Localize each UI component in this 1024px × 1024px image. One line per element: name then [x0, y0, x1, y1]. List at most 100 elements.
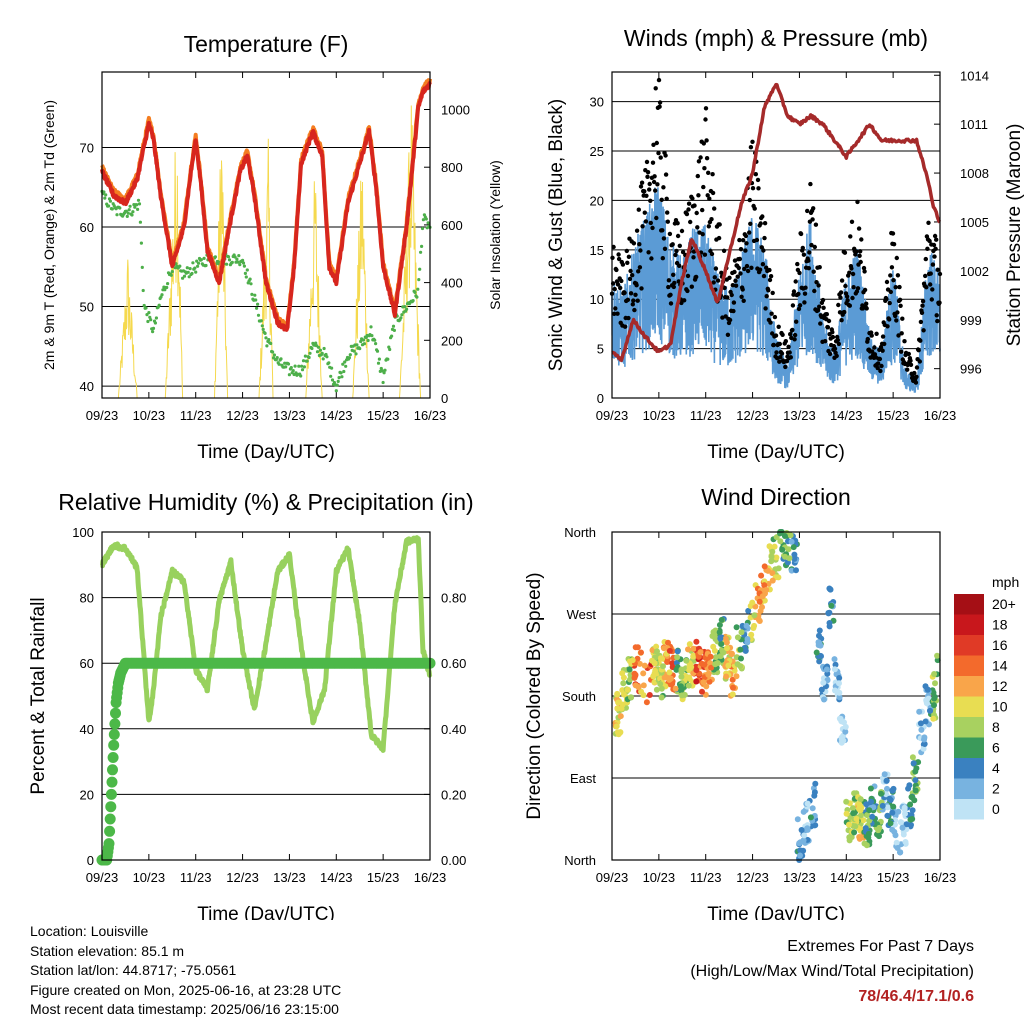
- gust-point: [917, 359, 922, 364]
- gust-point: [733, 283, 739, 288]
- gust-point: [643, 219, 649, 224]
- gust-point: [651, 179, 657, 185]
- gust-point: [815, 308, 821, 313]
- direction-point: [708, 664, 715, 671]
- gust-point: [612, 311, 617, 316]
- direction-point: [909, 807, 916, 814]
- direction-point: [734, 634, 741, 641]
- gust-point: [703, 106, 709, 111]
- direction-point: [626, 666, 633, 673]
- x-tick-label: 12/23: [226, 870, 259, 885]
- direction-point: [673, 666, 680, 673]
- gust-point: [811, 269, 816, 274]
- direction-point: [856, 834, 863, 840]
- gust-point: [633, 292, 638, 297]
- dewpoint-point: [135, 203, 139, 207]
- wind-series-line: [611, 187, 941, 393]
- direction-point: [614, 705, 621, 712]
- y2-tick-label: 1014: [960, 68, 989, 83]
- gust-point: [630, 273, 635, 278]
- gust-point: [690, 196, 695, 201]
- direction-point: [638, 649, 644, 656]
- dewpoint-point: [420, 244, 424, 248]
- direction-point: [705, 671, 712, 678]
- gust-point: [914, 374, 919, 379]
- gust-point: [813, 222, 819, 227]
- direction-point: [703, 683, 710, 690]
- gust-point: [927, 238, 932, 244]
- dewpoint-point: [383, 368, 387, 372]
- dewpoint-point: [352, 349, 356, 353]
- gust-point: [704, 156, 710, 161]
- colorbar-label: 20+: [992, 596, 1016, 612]
- x-tick-label: 09/23: [596, 408, 629, 423]
- dewpoint-point: [250, 292, 254, 296]
- direction-point: [910, 760, 917, 767]
- dewpoint-point: [391, 324, 396, 328]
- direction-point: [797, 847, 804, 854]
- gust-point: [665, 219, 670, 224]
- y2-tick-label: 1000: [441, 103, 470, 118]
- gust-point: [791, 289, 797, 294]
- gust-point: [821, 305, 826, 310]
- direction-point: [666, 676, 673, 683]
- gust-point: [790, 303, 796, 308]
- chart-panel-2: Winds (mph) & Pressure (mb) Time (Day/UTC…: [546, 25, 1024, 463]
- gust-point: [796, 291, 801, 297]
- colorbar-swatch: [954, 737, 984, 758]
- gust-point: [635, 298, 640, 303]
- x-tick-label: 11/23: [180, 870, 212, 885]
- direction-point: [674, 654, 681, 661]
- gust-point: [760, 214, 765, 219]
- gust-point: [895, 310, 900, 315]
- gust-point: [659, 197, 664, 202]
- dewpoint-point: [386, 357, 390, 361]
- gust-point: [884, 297, 889, 302]
- gust-point: [727, 275, 732, 280]
- direction-point: [793, 567, 799, 574]
- gust-point: [824, 312, 829, 317]
- gust-point: [832, 346, 838, 351]
- gust-point: [796, 306, 802, 312]
- y-tick-label: 100: [72, 525, 94, 540]
- y-tick-label: 20: [590, 193, 604, 208]
- direction-point: [881, 771, 888, 778]
- gust-point: [920, 299, 926, 304]
- extremes-subtitle: (High/Low/Max Wind/Total Precipitation): [690, 963, 974, 980]
- gust-point: [694, 210, 699, 216]
- gust-point: [677, 263, 682, 268]
- gust-point: [634, 228, 640, 233]
- gust-point: [890, 231, 896, 236]
- x-tick-label: 11/23: [180, 408, 212, 423]
- dewpoint-point: [373, 338, 377, 342]
- x-tick-label: 10/23: [133, 408, 166, 423]
- gust-point: [755, 177, 761, 183]
- gust-point: [859, 237, 864, 242]
- direction-point: [850, 810, 857, 817]
- gust-point: [844, 294, 850, 299]
- gust-point: [622, 290, 627, 295]
- dewpoint-point: [316, 345, 321, 349]
- direction-point: [624, 686, 631, 693]
- dewpoint-point: [355, 343, 359, 347]
- gust-point: [668, 292, 673, 297]
- direction-point: [797, 839, 804, 846]
- x-axis-label: Time (Day/UTC): [707, 904, 845, 920]
- gust-point: [787, 350, 792, 355]
- dewpoint-point: [254, 298, 258, 302]
- direction-point: [628, 694, 634, 701]
- gust-point: [817, 265, 822, 270]
- gust-point: [896, 333, 901, 338]
- dewpoint-point: [271, 350, 275, 354]
- gust-point: [638, 248, 643, 253]
- direction-point: [894, 845, 901, 851]
- gust-point: [851, 285, 856, 290]
- y2-tick-label: 1005: [960, 215, 989, 230]
- x-tick-label: 10/23: [133, 870, 166, 885]
- gust-point: [615, 282, 621, 287]
- x-tick-label: 15/23: [367, 408, 400, 423]
- direction-point: [717, 635, 724, 642]
- gust-point: [793, 279, 798, 284]
- dewpoint-series: [100, 189, 432, 393]
- gust-point: [850, 271, 856, 277]
